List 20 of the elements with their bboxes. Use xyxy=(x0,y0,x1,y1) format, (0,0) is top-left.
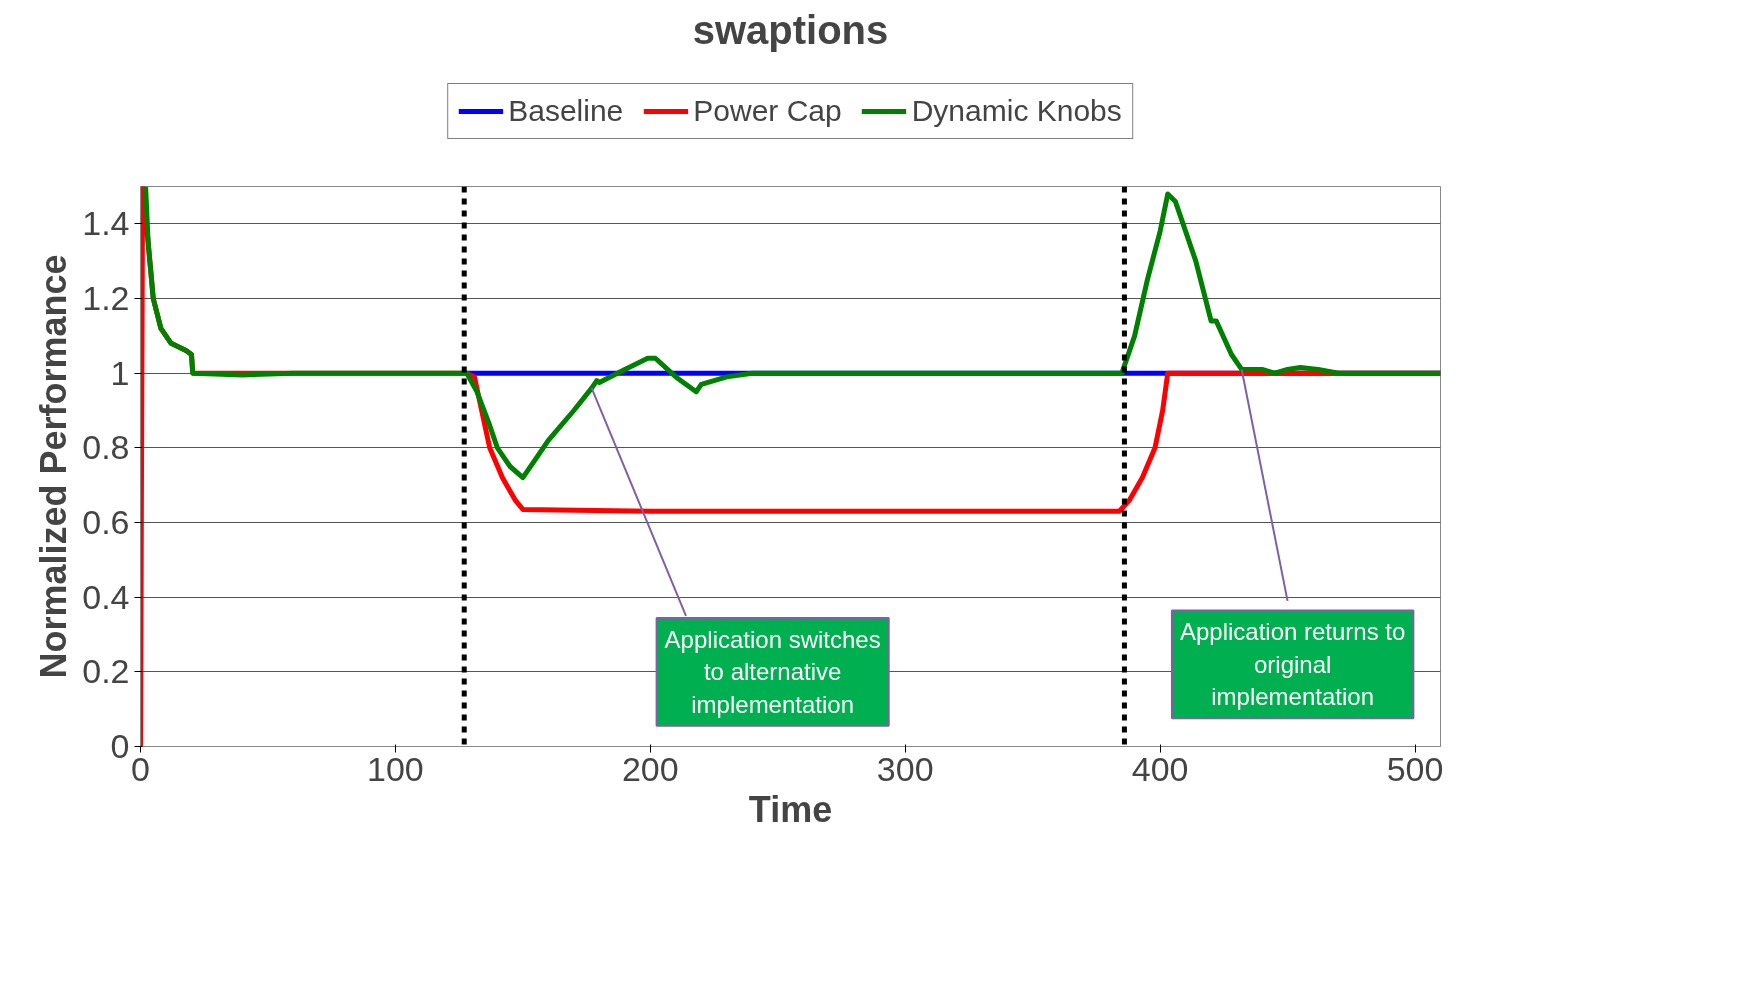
annotation: Application returns to original implementation xyxy=(1179,618,1406,711)
y-tick-label: 1.4 xyxy=(82,204,130,243)
y-tick-label: 0.8 xyxy=(82,428,130,467)
x-tick-label: 400 xyxy=(1131,749,1189,788)
y-tick-label: 0.6 xyxy=(82,503,130,541)
legend-label: Baseline xyxy=(508,94,624,128)
legend-label: Power Cap xyxy=(693,94,842,128)
legend-label: Dynamic Knobs xyxy=(911,94,1122,128)
x-tick-label: 500 xyxy=(1386,749,1444,788)
chart-title: swaptions xyxy=(692,7,889,52)
y-tick-label: 1.2 xyxy=(82,279,130,317)
x-tick-label: 200 xyxy=(621,749,679,788)
y-axis-title: Normalized Performance xyxy=(33,254,75,679)
y-tick-label: 0.4 xyxy=(82,577,130,616)
annotation: Application switches to alternative implementation xyxy=(664,625,881,718)
y-tick-label: 1 xyxy=(110,353,130,392)
x-tick-label: 100 xyxy=(367,749,424,788)
y-tick-label: 0.2 xyxy=(82,652,130,691)
x-axis-title: Time xyxy=(748,788,833,830)
x-tick-label: 300 xyxy=(876,749,934,788)
